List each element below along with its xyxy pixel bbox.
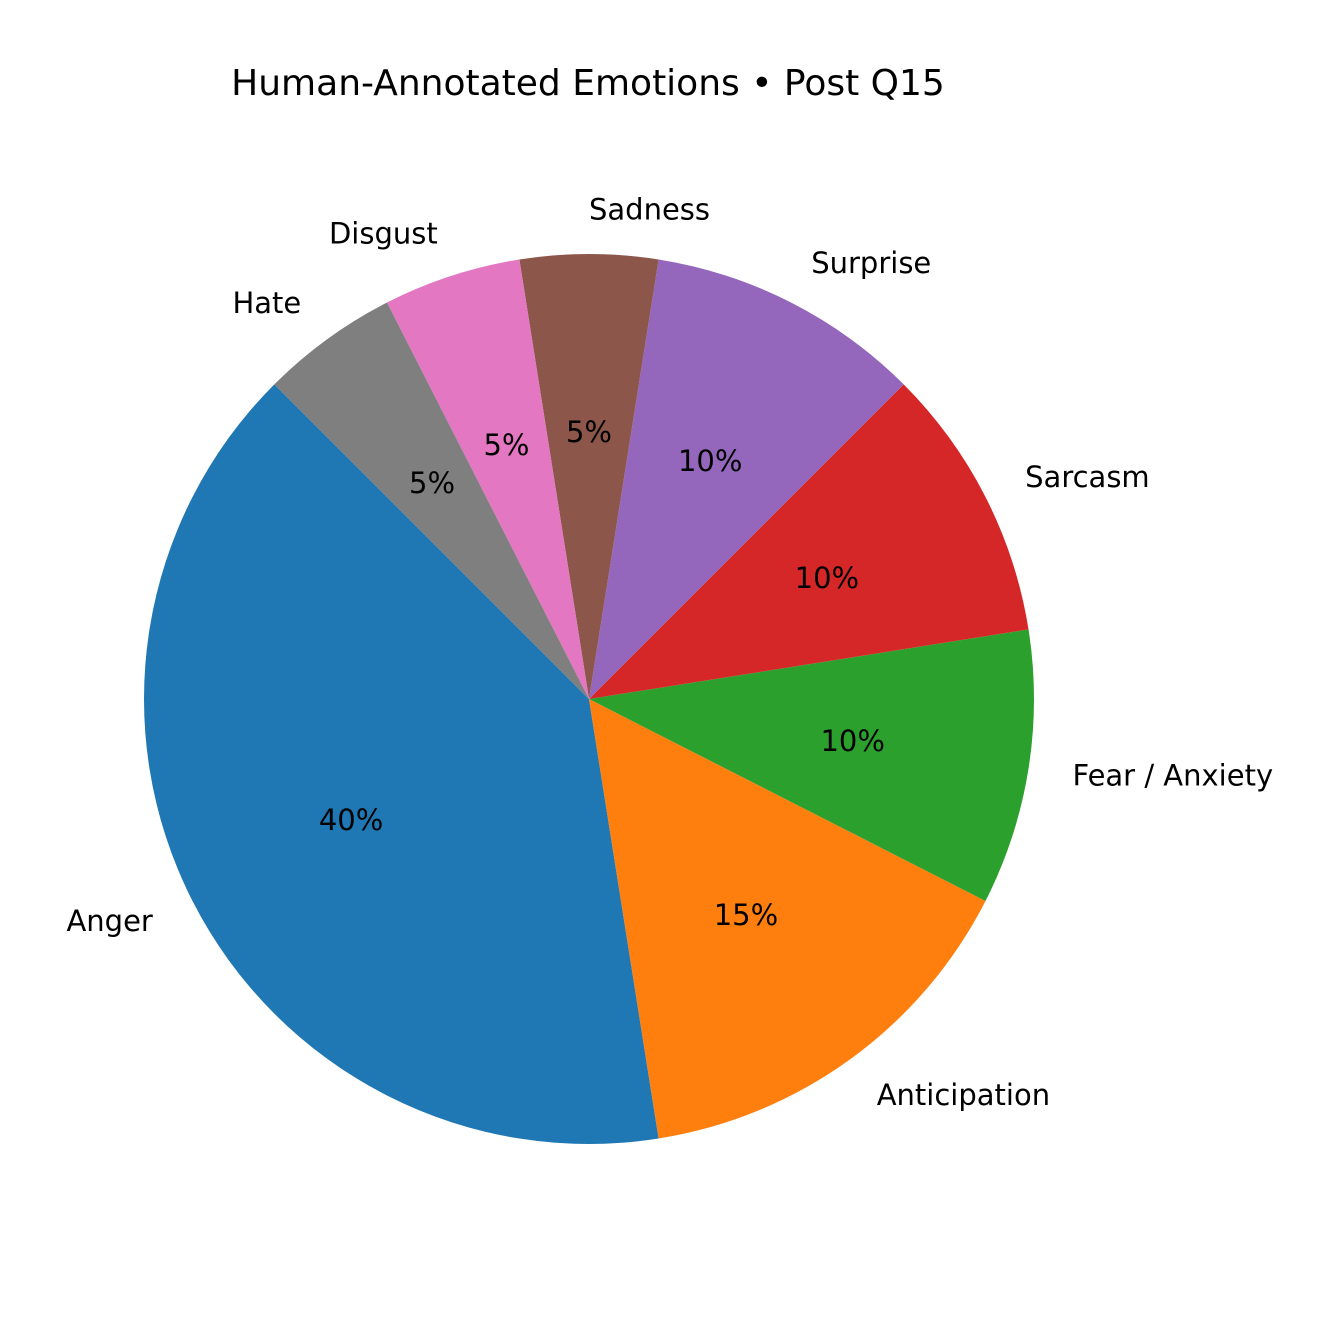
- pie-slice-hate: [274, 302, 589, 699]
- pie-pct-label-disgust: 5%: [483, 428, 529, 462]
- pie-category-label-surprise: Surprise: [811, 246, 931, 280]
- pie-category-label-disgust: Disgust: [329, 216, 438, 250]
- pie-slice-anger: [143, 384, 659, 1145]
- pie-category-label-hate: Hate: [232, 286, 301, 320]
- pie-pct-label-sarcasm: 10%: [795, 561, 859, 595]
- pie-slices: [143, 254, 1034, 1145]
- pie-pct-label-sadness: 5%: [566, 415, 612, 449]
- pie-pct-label-fear-anxiety: 10%: [820, 724, 884, 758]
- pie-pct-label-anger: 40%: [319, 803, 383, 837]
- pie-category-label-anticipation: Anticipation: [877, 1078, 1050, 1112]
- pie-category-label-sadness: Sadness: [589, 193, 710, 227]
- pie-labels: 40% Anger 15% Anticipation 10% Fear / Anxiety…: [66, 193, 1273, 1113]
- pie-slice-anticipation: [589, 699, 986, 1139]
- pie-slice-surprise: [589, 259, 904, 699]
- pie-pct-label-surprise: 10%: [678, 444, 742, 478]
- pie-slice-disgust: [386, 259, 589, 699]
- pie-pct-label-hate: 5%: [409, 466, 455, 500]
- pie-pct-label-anticipation: 15%: [714, 898, 778, 932]
- pie-category-label-anger: Anger: [66, 904, 152, 938]
- chart-title: Human-Annotated Emotions • Post Q15: [231, 63, 945, 104]
- pie-slice-fear-anxiety: [589, 629, 1034, 902]
- pie-category-label-sarcasm: Sarcasm: [1025, 460, 1150, 494]
- pie-slice-sadness: [519, 254, 659, 700]
- pie-category-label-fear-anxiety: Fear / Anxiety: [1072, 759, 1273, 793]
- pie-slice-sarcasm: [589, 384, 1029, 699]
